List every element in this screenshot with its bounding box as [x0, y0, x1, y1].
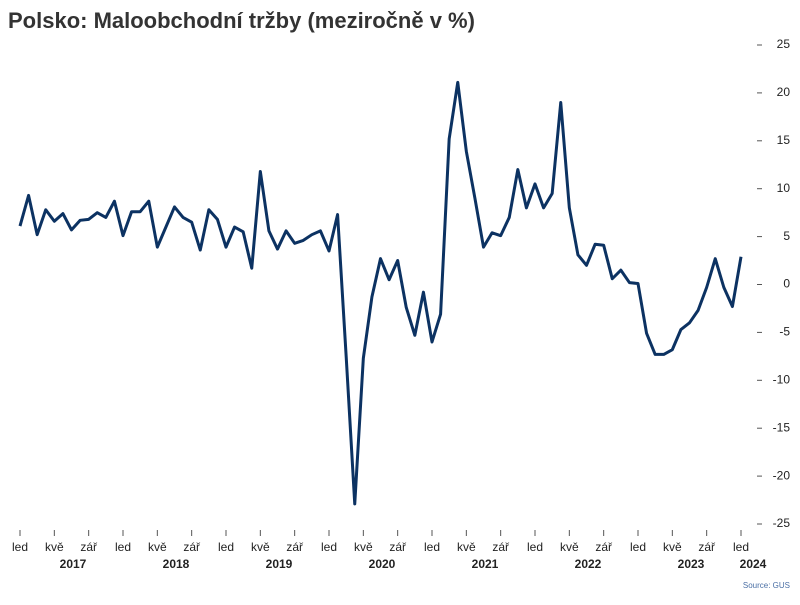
x-tick-label: kvě — [148, 540, 167, 554]
y-tick-label: 20 — [777, 85, 791, 99]
chart-title: Polsko: Maloobchodní tržby (meziročně v … — [8, 8, 475, 33]
x-tick-label: led — [12, 540, 28, 554]
y-tick-label: -20 — [773, 468, 791, 482]
x-tick-label: kvě — [560, 540, 579, 554]
x-tick-label: zář — [80, 540, 98, 554]
y-tick-label: 25 — [777, 37, 791, 51]
y-tick-label: 15 — [777, 133, 791, 147]
x-tick-label: led — [527, 540, 543, 554]
x-tick-label: kvě — [45, 540, 64, 554]
x-tick-label: kvě — [663, 540, 682, 554]
x-tick-label: led — [218, 540, 234, 554]
x-tick-label: led — [630, 540, 646, 554]
x-tick-label: led — [424, 540, 440, 554]
x-tick-label: zář — [698, 540, 716, 554]
year-label: 2024 — [740, 557, 767, 571]
y-tick-label: -10 — [773, 372, 791, 386]
x-tick-label: kvě — [251, 540, 270, 554]
year-label: 2019 — [266, 557, 293, 571]
x-tick-label: led — [733, 540, 749, 554]
year-label: 2018 — [163, 557, 190, 571]
x-tick-label: zář — [595, 540, 613, 554]
y-tick-label: 0 — [783, 277, 790, 291]
year-label: 2017 — [60, 557, 87, 571]
x-tick-label: led — [115, 540, 131, 554]
x-tick-label: zář — [286, 540, 304, 554]
y-tick-label: -25 — [773, 516, 791, 530]
x-tick-label: zář — [492, 540, 510, 554]
y-tick-label: -5 — [779, 325, 790, 339]
y-tick-label: 5 — [783, 229, 790, 243]
x-tick-label: zář — [389, 540, 407, 554]
line — [18, 80, 743, 506]
x-tick-label: kvě — [457, 540, 476, 554]
year-label: 2022 — [575, 557, 602, 571]
x-tick-label: zář — [183, 540, 201, 554]
source: Source: GUS — [743, 581, 790, 590]
year-label: 2023 — [678, 557, 705, 571]
x-tick-label: kvě — [354, 540, 373, 554]
y-tick-label: 10 — [777, 181, 791, 195]
year-label: 2020 — [369, 557, 396, 571]
y-tick-label: -15 — [773, 420, 791, 434]
x-tick-label: led — [321, 540, 337, 554]
year-label: 2021 — [472, 557, 499, 571]
